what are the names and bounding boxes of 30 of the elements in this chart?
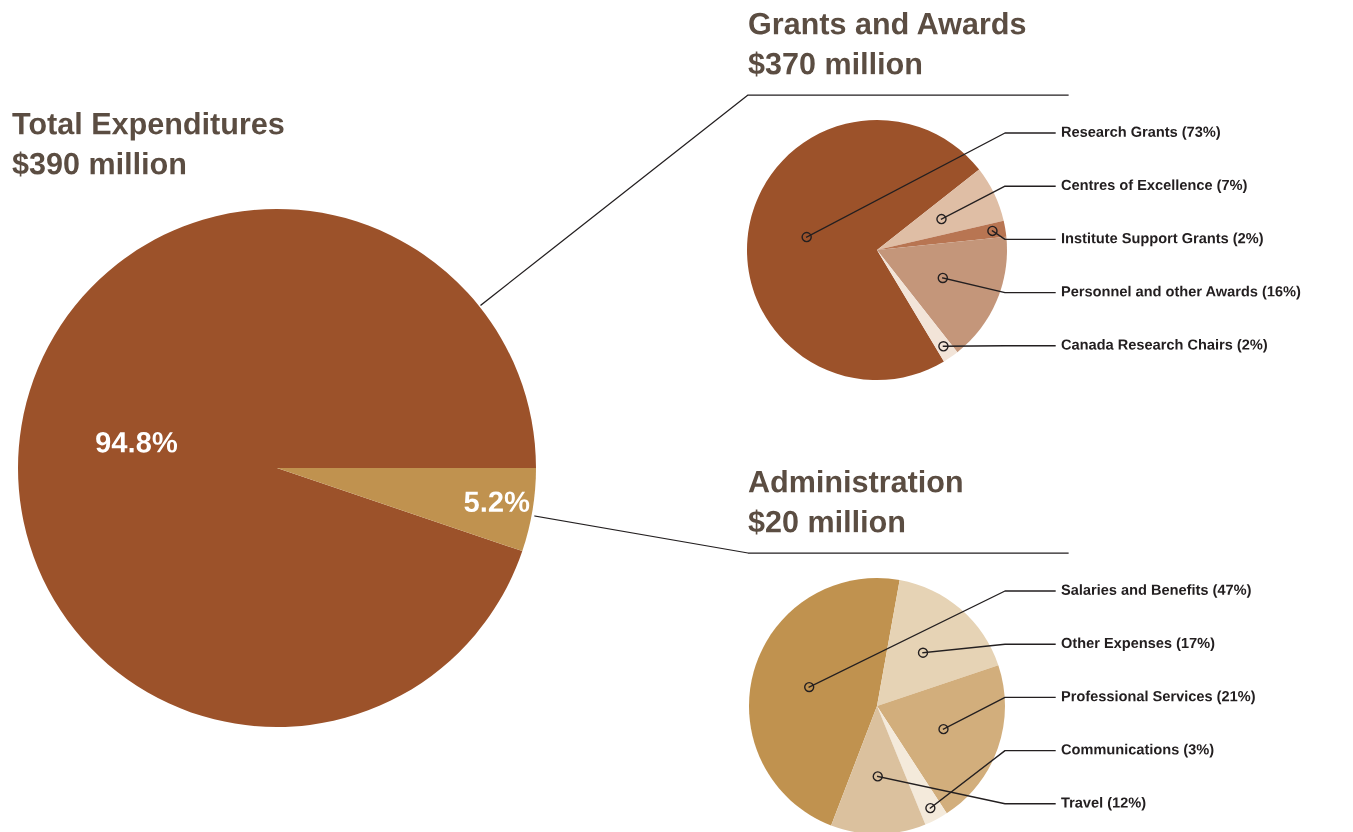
slice-label: Institute Support Grants (2%) [1061, 232, 1263, 247]
chart-subtitle: $390 million [12, 151, 186, 177]
chart-title: Total Expenditures [12, 112, 284, 141]
pie-slice [277, 468, 536, 552]
slice-label: Centres of Excellence (7%) [1061, 179, 1247, 193]
slice-label: Travel (12%) [1061, 797, 1146, 811]
chart-subtitle: $370 million [748, 51, 922, 77]
pie-slice [877, 665, 1005, 814]
slice-label: Personnel and other Awards (16%) [1061, 285, 1301, 300]
pie-slice [877, 706, 947, 825]
pie-slice [877, 236, 1007, 353]
pie-slice [747, 120, 980, 380]
data-label: 94.8% [96, 432, 178, 453]
slice-label: Communications (3%) [1061, 743, 1214, 758]
pie-slice [18, 209, 536, 727]
chart-title: Administration [748, 470, 962, 493]
pie-slice [877, 580, 999, 706]
pie-slice [831, 706, 926, 832]
pie-slice [877, 250, 958, 362]
slice-label: Canada Research Chairs (2%) [1061, 339, 1267, 353]
data-label: 5.2% [464, 491, 530, 513]
pie-slice [877, 220, 1007, 250]
pie-slice [877, 169, 1004, 250]
slice-label: Research Grants (73%) [1061, 126, 1220, 140]
pie-slice [749, 578, 900, 826]
chart-title: Grants and Awards [749, 12, 1026, 35]
chart-subtitle: $20 million [748, 509, 905, 535]
slice-label: Salaries and Benefits (47%) [1061, 584, 1251, 598]
slice-label: Professional Services (21%) [1061, 690, 1255, 705]
slice-label: Other Expenses (17%) [1061, 637, 1215, 651]
